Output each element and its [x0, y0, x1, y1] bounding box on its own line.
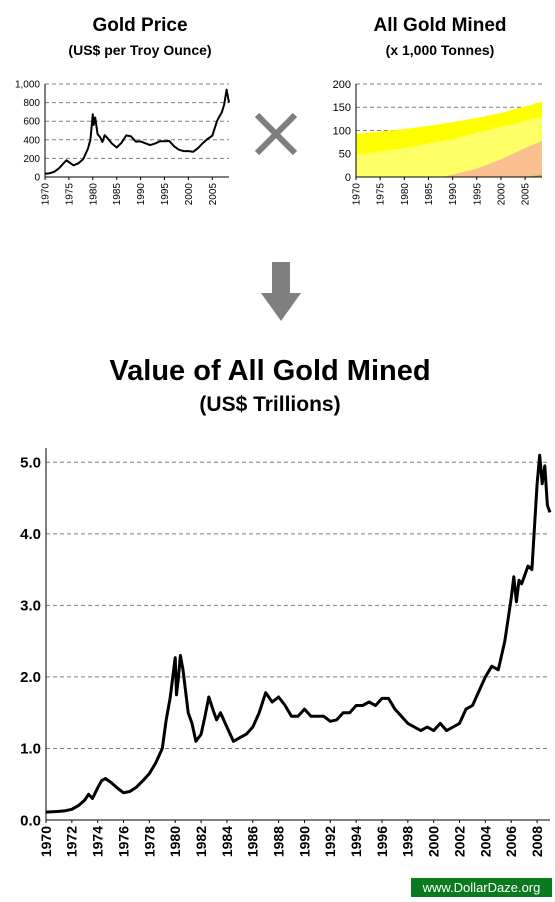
series-line — [45, 453, 552, 814]
x-tick-label: 1986 — [245, 826, 261, 857]
watermark: www.DollarDaze.org — [411, 878, 552, 897]
x-tick-label: 1975 — [64, 183, 75, 206]
y-tick-label: 600 — [23, 117, 40, 128]
x-tick-label: 2002 — [451, 826, 467, 857]
x-tick-label: 1980 — [167, 826, 183, 857]
x-tick-label: 2008 — [529, 826, 545, 857]
down-arrow-icon — [261, 262, 301, 321]
y-tick-label: 800 — [23, 98, 40, 109]
gold-mined-title: All Gold Mined — [373, 15, 507, 36]
x-tick-label: 2000 — [184, 183, 195, 206]
y-tick-label: 400 — [23, 135, 40, 146]
x-tick-label: 1995 — [472, 183, 483, 206]
area-band-green — [525, 174, 542, 177]
x-tick-label: 1990 — [136, 183, 147, 206]
x-tick-label: 1975 — [376, 183, 387, 206]
x-tick-label: 1988 — [271, 826, 287, 857]
x-tick-label: 1990 — [448, 183, 459, 206]
x-tick-label: 1995 — [160, 183, 171, 206]
x-tick-label: 1982 — [193, 826, 209, 857]
x-tick-label: 1976 — [115, 826, 131, 857]
x-tick-label: 1990 — [296, 826, 312, 857]
y-tick-label: 5.0 — [20, 455, 41, 472]
y-tick-label: 3.0 — [20, 598, 41, 615]
x-tick-label: 1970 — [38, 826, 54, 857]
area-band-orange — [442, 140, 542, 177]
y-tick-label: 50 — [339, 149, 351, 161]
x-tick-label: 1998 — [400, 826, 416, 857]
gold-price-chart: 0 200 400 600 800 1,000 1970 1975 1980 1985 1990 19… — [15, 80, 230, 206]
gold-price-subtitle: (US$ per Troy Ounce) — [68, 42, 212, 58]
y-tick-label: 100 — [333, 125, 351, 137]
x-tick-label: 2005 — [208, 183, 219, 206]
y-tick-label: 0.0 — [20, 812, 41, 829]
gold-mined-subtitle: (x 1,000 Tonnes) — [385, 42, 495, 58]
gold-mined-chart: 0 50 100 150 200 1970 1975 1980 1985 1990 1995 2000… — [333, 79, 542, 205]
value-chart-subtitle: (US$ Trillions) — [199, 393, 341, 416]
x-tick-label: 1985 — [424, 183, 435, 206]
y-tick-label: 0 — [34, 173, 40, 184]
x-tick-label: 1972 — [64, 826, 80, 857]
multiply-icon — [254, 112, 298, 156]
y-tick-label: 4.0 — [20, 526, 41, 543]
y-tick-label: 1,000 — [15, 80, 40, 91]
y-tick-label: 150 — [333, 102, 351, 114]
x-tick-label: 1974 — [90, 826, 106, 857]
value-chart-title: Value of All Gold Mined — [109, 355, 431, 387]
x-tick-label: 1970 — [352, 183, 363, 206]
x-tick-label: 1994 — [348, 826, 364, 857]
x-tick-label: 1984 — [219, 826, 235, 857]
series-line — [44, 88, 230, 175]
y-tick-label: 2.0 — [20, 669, 41, 686]
x-tick-label: 1985 — [112, 183, 123, 206]
y-tick-label: 200 — [333, 79, 351, 91]
x-tick-label: 2006 — [503, 826, 519, 857]
x-tick-label: 1992 — [322, 826, 338, 857]
x-tick-label: 2005 — [521, 183, 532, 206]
x-tick-label: 2000 — [426, 826, 442, 857]
x-tick-label: 1980 — [400, 183, 411, 206]
x-tick-label: 1980 — [88, 183, 99, 206]
x-tick-label: 1970 — [41, 183, 52, 206]
x-tick-label: 2000 — [496, 183, 507, 206]
y-tick-label: 0 — [345, 172, 351, 184]
y-tick-label: 1.0 — [20, 741, 41, 758]
value-gold-mined-chart: 0.0 1.0 2.0 3.0 4.0 5.0 1970 1972 1974 1976 1978 19… — [20, 448, 552, 857]
x-tick-label: 1978 — [141, 826, 157, 857]
x-tick-label: 2004 — [477, 826, 493, 857]
x-tick-label: 1996 — [374, 826, 390, 857]
y-tick-label: 200 — [23, 154, 40, 165]
gold-price-title: Gold Price — [92, 15, 188, 36]
